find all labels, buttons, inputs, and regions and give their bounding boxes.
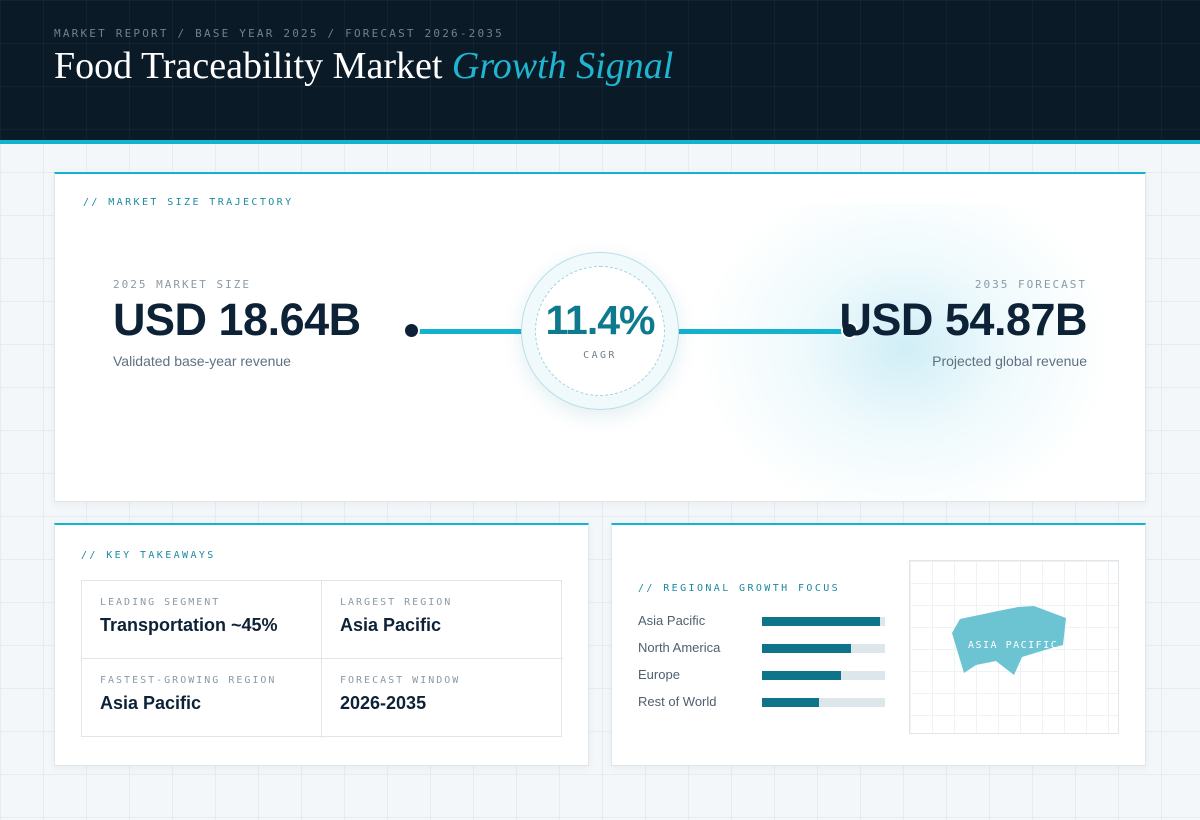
base-size-subtitle: Validated base-year revenue [113,353,291,369]
region-bar-track [762,698,885,707]
region-row: Europe [638,667,888,683]
takeaway-label: FORECAST WINDOW [340,675,461,686]
region-name: Rest of World [638,694,717,709]
forecast-size-label: 2035 FORECAST [974,278,1087,291]
region-bar-fill [762,698,819,707]
title-main: Food Traceability Market [54,45,452,87]
asia-pacific-map-icon [952,606,1066,675]
takeaway-value: Asia Pacific [340,615,442,635]
trajectory-panel-label: // MARKET SIZE TRAJECTORY [83,197,294,208]
takeaway-label: LARGEST REGION [340,597,453,608]
region-bar-fill [762,617,881,626]
region-name: Europe [638,667,680,682]
region-bar-track [762,644,885,653]
takeaway-leading-segment: LEADING SEGMENT Transportation ~45% [82,581,322,659]
takeaway-label: FASTEST-GROWING REGION [100,675,277,686]
asia-pacific-shape [952,606,1066,675]
page-title: Food Traceability Market Growth Signal [54,44,673,88]
regional-panel-label: // REGIONAL GROWTH FOCUS [638,583,841,594]
report-header: MARKET REPORT / BASE YEAR 2025 / FORECAS… [0,0,1200,144]
key-takeaways-panel: // KEY TAKEAWAYS LEADING SEGMENT Transpo… [54,523,589,766]
cagr-label: CAGR [583,350,617,361]
report-eyebrow: MARKET REPORT / BASE YEAR 2025 / FORECAS… [54,27,504,40]
takeaway-largest-region: LARGEST REGION Asia Pacific [322,581,563,659]
base-year-dot [403,322,420,339]
base-size-value: USD 18.64B [113,294,361,345]
takeaway-label: LEADING SEGMENT [100,597,221,608]
cagr-badge: 11.4% CAGR [521,252,679,410]
region-row: Asia Pacific [638,613,888,629]
region-bar-track [762,617,885,626]
takeaway-fastest-growing-region: FASTEST-GROWING REGION Asia Pacific [82,659,322,738]
takeaway-forecast-window: FORECAST WINDOW 2026-2035 [322,659,563,738]
takeaway-value: 2026-2035 [340,693,427,713]
region-map: ASIA PACIFIC [909,560,1119,734]
region-row: North America [638,640,888,656]
cagr-inner-ring [535,266,665,396]
title-accent: Growth Signal [451,45,674,87]
region-bar-fill [762,671,841,680]
takeaway-value: Asia Pacific [100,693,202,713]
map-region-label: ASIA PACIFIC [968,640,1059,651]
region-row: Rest of World [638,694,888,710]
takeaway-value: Transportation ~45% [100,615,278,635]
takeaways-grid: LEADING SEGMENT Transportation ~45% LARG… [81,580,563,738]
takeaways-panel-label: // KEY TAKEAWAYS [81,550,216,561]
forecast-year-dot [841,322,858,339]
cagr-value: 11.4% [545,297,656,343]
region-bar-fill [762,644,851,653]
market-size-panel: // MARKET SIZE TRAJECTORY 2025 MARKET SI… [54,172,1146,502]
forecast-size-value: USD 54.87B [839,294,1087,345]
region-name: North America [638,640,721,655]
base-size-label: 2025 MARKET SIZE [113,278,251,291]
region-bar-track [762,671,885,680]
region-name: Asia Pacific [638,613,706,628]
forecast-size-subtitle: Projected global revenue [932,353,1087,369]
regional-growth-panel: // REGIONAL GROWTH FOCUS Asia Pacific No… [611,523,1146,766]
